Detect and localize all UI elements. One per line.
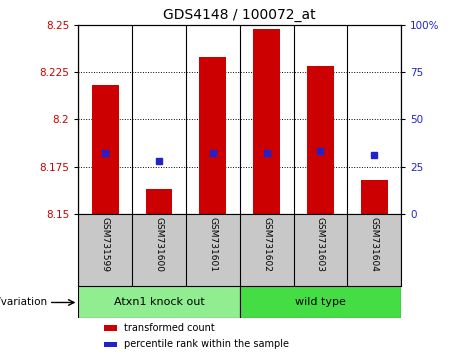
Bar <box>240 286 401 319</box>
Bar <box>92 85 118 214</box>
Bar <box>104 325 117 331</box>
Text: GSM731599: GSM731599 <box>101 217 110 273</box>
Text: percentile rank within the sample: percentile rank within the sample <box>124 339 289 349</box>
Text: GSM731600: GSM731600 <box>154 217 164 273</box>
Text: GSM731604: GSM731604 <box>370 217 378 272</box>
Text: wild type: wild type <box>295 297 346 308</box>
Text: GSM731602: GSM731602 <box>262 217 271 272</box>
Text: GSM731603: GSM731603 <box>316 217 325 273</box>
Text: Atxn1 knock out: Atxn1 knock out <box>114 297 204 308</box>
Bar <box>199 57 226 214</box>
Bar <box>146 189 172 214</box>
Bar <box>104 342 117 347</box>
Bar <box>361 180 388 214</box>
Bar <box>307 66 334 214</box>
Bar <box>253 29 280 214</box>
Text: GSM731601: GSM731601 <box>208 217 217 273</box>
Text: transformed count: transformed count <box>124 323 214 333</box>
Title: GDS4148 / 100072_at: GDS4148 / 100072_at <box>163 8 316 22</box>
Text: genotype/variation: genotype/variation <box>0 297 47 308</box>
Bar <box>78 286 240 319</box>
